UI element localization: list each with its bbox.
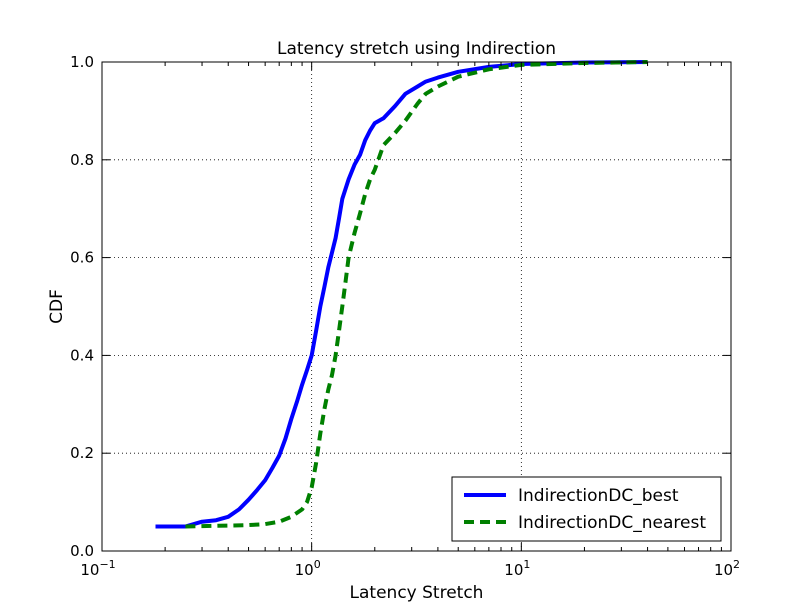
y-tick-label: 0.4 [70, 346, 94, 364]
x-axis-title: Latency Stretch [350, 583, 484, 603]
chart-title: Latency stretch using Indirection [277, 39, 556, 59]
series-line-indirectiondc-best [155, 60, 648, 529]
axis-ticks: 10−1 100 101 102 0.0 0.2 0.4 0.6 0.8 1.0 [70, 53, 740, 579]
x-tick-label: 10−1 [80, 558, 115, 579]
x-tick-label: 101 [504, 558, 530, 579]
legend: IndirectionDC_best IndirectionDC_nearest [451, 476, 722, 542]
y-tick-label: 1.0 [70, 53, 94, 71]
legend-label: IndirectionDC_best [518, 486, 679, 506]
y-axis-title: CDF [47, 289, 67, 324]
legend-box [451, 476, 722, 542]
plot-frame [101, 61, 732, 552]
series-line-indirectiondc-nearest [185, 60, 648, 529]
x-tick-label: 100 [295, 558, 321, 579]
y-tick-label: 0.0 [70, 542, 94, 560]
legend-label: IndirectionDC_nearest [518, 513, 706, 533]
x-tick-label: 102 [714, 558, 740, 579]
y-tick-label: 0.6 [70, 249, 94, 267]
y-tick-label: 0.8 [70, 151, 94, 169]
grid-lines [102, 62, 731, 551]
series-lines [155, 60, 648, 529]
y-tick-label: 0.2 [70, 444, 94, 462]
